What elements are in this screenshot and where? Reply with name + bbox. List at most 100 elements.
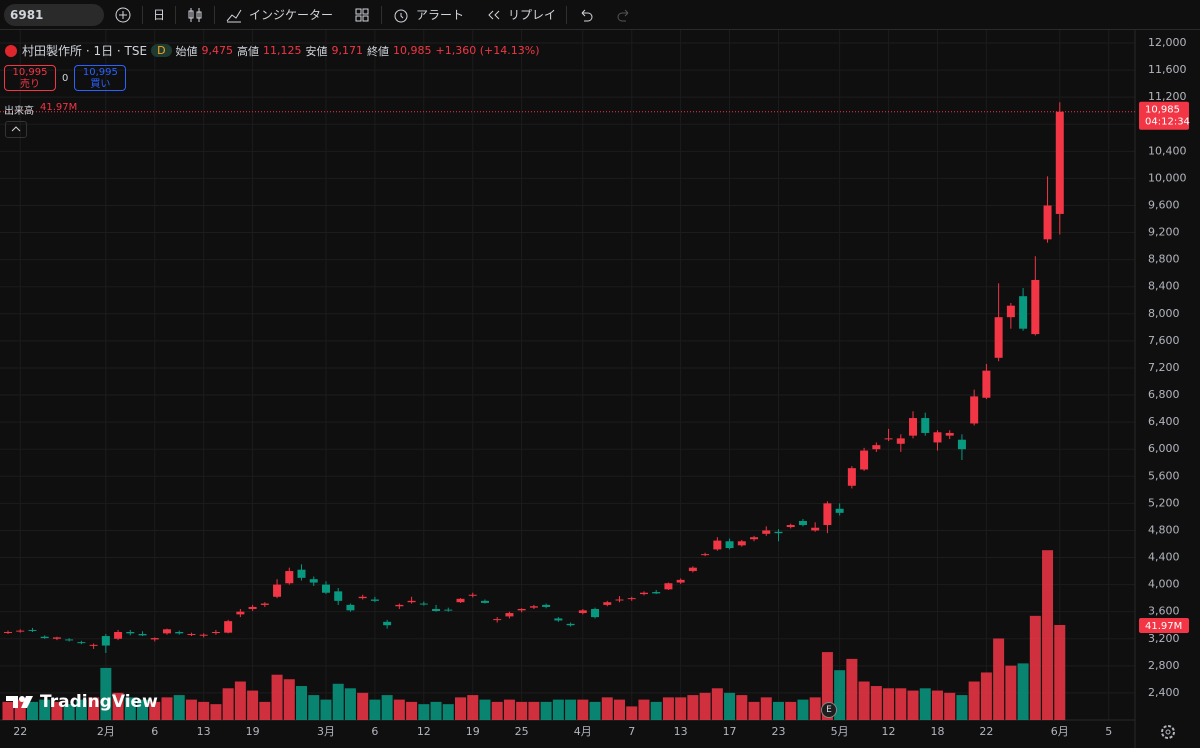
volume-bar [577,699,589,720]
high-value: 11,125 [263,44,302,57]
candle-body [921,418,930,433]
volume-bar [369,699,381,720]
candle-body [273,584,282,597]
y-tick-label: 12,000 [1148,36,1187,49]
y-tick-label: 2,400 [1148,686,1180,699]
volume-bar [1029,615,1041,720]
spread: 0 [62,72,69,84]
earnings-marker[interactable]: E [821,702,837,718]
y-tick-label: 10,400 [1148,144,1187,157]
volume-bar [406,701,418,720]
candle-body [591,608,600,618]
symbol-search[interactable]: 6981 [4,3,104,26]
volume-bar [88,697,100,720]
x-tick-label: 19 [246,725,260,738]
price-tag-label: 10,985 [1145,105,1180,116]
chart-type[interactable] [176,0,214,30]
logo-mark [6,696,33,708]
volume-bar [638,699,650,720]
volume-bar [907,690,919,720]
volume-bar [247,690,259,720]
volume-bar [919,688,931,720]
volume-bar [931,690,943,720]
candle-body [432,608,441,612]
redo[interactable] [605,0,643,30]
volume-bar [210,704,222,720]
candle-body [505,613,514,617]
volume-bar [846,658,858,720]
candle-body [101,636,110,646]
undo[interactable] [567,0,605,30]
volume-bar [993,638,1005,720]
layouts-button[interactable] [343,0,381,30]
x-tick-label: 17 [723,725,737,738]
volume-bar [51,701,63,720]
y-tick-label: 6,000 [1148,442,1180,455]
candle-icon [188,7,202,22]
replay-button[interactable]: リプレイ [474,0,566,30]
alert-label: アラート [416,8,465,22]
y-tick-label: 7,200 [1148,361,1180,374]
settings-icon[interactable] [1159,723,1177,741]
volume-bar [528,701,540,720]
y-tick-label: 8,000 [1148,307,1180,320]
volume-bar [39,699,51,720]
candle-body [175,631,184,634]
indicator-icon [226,9,242,22]
volume-bar [724,692,736,720]
volume-bar [137,699,149,720]
volume-title: 出来高 [4,106,34,117]
candle-body [994,317,1003,358]
candle-body [652,592,661,594]
collapse-button[interactable] [5,121,27,138]
volume-bar [124,697,136,720]
add-symbol[interactable] [104,0,142,30]
candle-body [480,600,489,603]
redo-icon [617,9,629,21]
indicators-button[interactable]: インジケーター [215,0,343,30]
undo-icon [581,9,593,21]
y-tick-label: 2,800 [1148,659,1180,672]
alert-button[interactable]: アラート [382,0,474,30]
candle-body [1031,279,1040,335]
volume-bar [222,688,234,720]
candle-body [321,584,330,593]
volume-bar [858,681,870,720]
candle-body [884,438,893,440]
candle-body [529,606,538,608]
sell-button[interactable]: 10,995 売り [4,65,56,91]
volume-bar [491,701,503,720]
volume-bar [589,701,601,720]
volume-bar [259,701,271,720]
candle-body [126,631,135,634]
candle-body [334,591,343,601]
candle-body [639,592,648,595]
candle-body [248,606,257,609]
buy-button[interactable]: 10,995 買い [74,65,127,91]
volume-bar [1042,550,1054,720]
candle-body [970,396,979,424]
plot-background [0,30,1135,720]
candle-body [982,370,991,398]
volume-bar [785,701,797,720]
candle-body [199,634,208,636]
low-label: 安値 [305,44,328,58]
y-tick-label: 5,600 [1148,469,1180,482]
candle-body [725,541,734,549]
x-tick-label: 2月 [97,725,115,738]
grid-icon [355,8,369,21]
candle-body [578,610,587,614]
candle-body [395,604,404,607]
candle-body [383,621,392,626]
candle-body [493,619,502,621]
candle-body [260,603,269,605]
candle-body [1055,111,1064,214]
volume-bar [149,701,161,720]
interval[interactable]: 日 [153,8,166,22]
candle-body [786,525,795,528]
y-tick-label: 10,000 [1148,171,1187,184]
candle-body [554,618,563,621]
candle-body [701,554,710,556]
candle-body [162,629,171,634]
